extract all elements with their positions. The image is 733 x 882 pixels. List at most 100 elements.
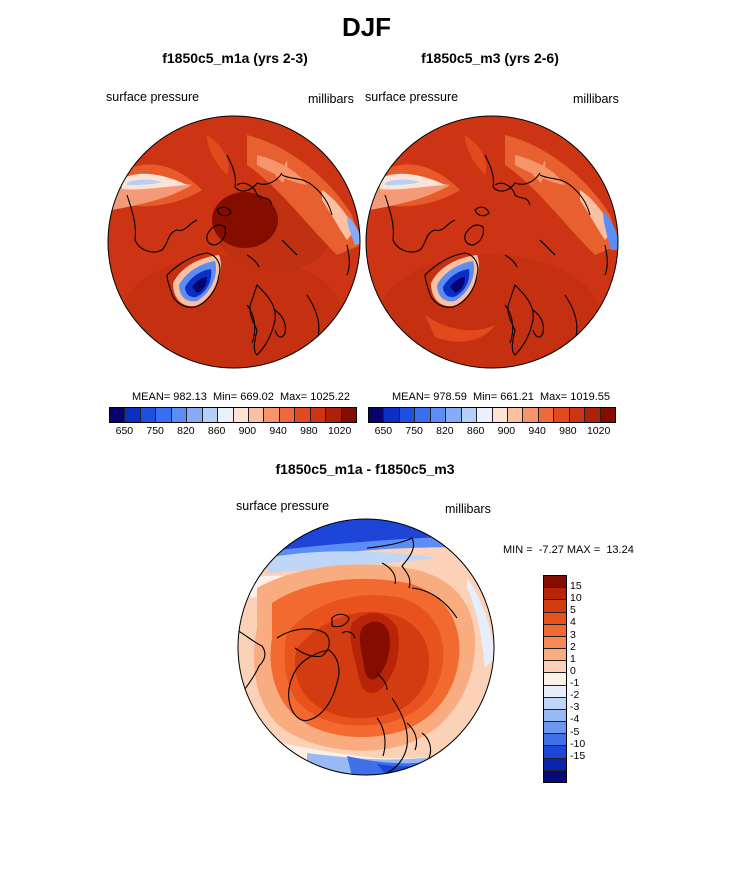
panel-1-colorbar (109, 407, 357, 423)
colorbar-tick-label: 0 (570, 664, 576, 677)
colorbar-swatch (279, 408, 296, 422)
colorbar-swatch (585, 408, 601, 422)
colorbar-swatch (446, 408, 462, 422)
panel-1-title: f1850c5_m1a (yrs 2-3) (162, 50, 308, 66)
panel-2-pressure-field (366, 116, 618, 368)
colorbar-swatch (248, 408, 265, 422)
panel-2-coastlines (384, 154, 608, 356)
colorbar-tick-label: 10 (570, 592, 582, 605)
diff-panel-variable-label: surface pressure (236, 499, 330, 513)
colorbar-swatch (110, 408, 126, 422)
colorbar-tick-label: 2 (570, 640, 576, 653)
colorbar-tick-label: 940 (269, 425, 287, 437)
panel-1-polar-map (107, 115, 361, 369)
panel-2-statistics: MEAN= 978.59 Min= 661.21 Max= 1019.55 (392, 391, 611, 403)
colorbar-swatch (544, 673, 566, 686)
colorbar-swatch (544, 746, 566, 759)
panel-2-colorbar-labels: 650 750 820 860 900 940 980 1020 (368, 425, 614, 439)
diff-panel-arctic-maximum (359, 621, 390, 680)
colorbar-swatch (569, 408, 586, 422)
colorbar-tick-label: -15 (570, 749, 586, 762)
colorbar-swatch (544, 600, 566, 613)
diff-colorbar (543, 575, 567, 783)
colorbar-swatch (544, 685, 566, 698)
colorbar-tick-label: 5 (570, 604, 576, 617)
panel-1-arctic-high (212, 192, 278, 248)
colorbar-swatch (544, 636, 566, 650)
panel-2-polar-map (365, 115, 619, 369)
colorbar-swatch (461, 408, 478, 422)
figure-title: DJF (341, 12, 392, 42)
diff-panel-units-label: millibars (445, 502, 491, 516)
panel-1-units-label: millibars (308, 92, 354, 106)
colorbar-swatch (544, 734, 566, 747)
colorbar-swatch (544, 758, 566, 771)
panel-1-colorbar-labels: 650 750 820 860 900 940 980 1020 (109, 425, 355, 439)
colorbar-swatch (187, 408, 203, 422)
colorbar-swatch (326, 408, 342, 422)
panel-1-statistics: MEAN= 982.13 Min= 669.02 Max= 1025.22 (132, 391, 351, 403)
colorbar-tick-label: -4 (570, 713, 580, 726)
colorbar-swatch (218, 408, 234, 422)
colorbar-swatch (264, 408, 280, 422)
colorbar-swatch (544, 661, 566, 674)
colorbar-tick-label: 3 (570, 628, 576, 641)
colorbar-tick-label: -10 (570, 737, 586, 750)
diff-panel-statistics: MIN = -7.27 MAX = 13.24 (503, 544, 634, 556)
colorbar-swatch (415, 408, 431, 422)
colorbar-tick-label: -1 (570, 677, 580, 690)
colorbar-swatch (523, 408, 539, 422)
colorbar-tick-label: 820 (436, 425, 454, 437)
panel-2-variable-label: surface pressure (365, 90, 459, 104)
colorbar-tick-label: 650 (374, 425, 393, 437)
colorbar-swatch (544, 697, 566, 710)
colorbar-swatch (507, 408, 524, 422)
colorbar-swatch (544, 624, 566, 637)
colorbar-swatch (399, 408, 416, 422)
colorbar-swatch (156, 408, 172, 422)
panel-1-pressure-field (108, 116, 360, 368)
colorbar-swatch (369, 408, 385, 422)
colorbar-tick-label: -5 (570, 725, 580, 738)
colorbar-swatch (477, 408, 493, 422)
diff-colorbar-labels: 15 10 5 4 3 2 1 0 -1 -2 -3 -4 -5 -10 -15 (570, 575, 610, 781)
colorbar-tick-label: 1 (570, 652, 576, 665)
panel-2-title: f1850c5_m3 (yrs 2-6) (421, 50, 559, 66)
colorbar-tick-label: 750 (146, 425, 164, 437)
colorbar-swatch (341, 408, 356, 422)
colorbar-tick-label: 820 (177, 425, 195, 437)
colorbar-tick-label: 900 (497, 425, 516, 437)
colorbar-tick-label: 860 (466, 425, 485, 437)
colorbar-tick-label: 900 (238, 425, 257, 437)
colorbar-swatch (544, 649, 566, 662)
colorbar-swatch (140, 408, 157, 422)
colorbar-swatch (430, 408, 447, 422)
colorbar-tick-label: 1020 (586, 425, 611, 437)
colorbar-swatch (233, 408, 249, 422)
colorbar-swatch (544, 612, 566, 625)
colorbar-tick-label: -3 (570, 701, 580, 714)
colorbar-tick-label: 860 (207, 425, 226, 437)
colorbar-swatch (544, 588, 566, 601)
colorbar-swatch (125, 408, 141, 422)
colorbar-swatch (600, 408, 615, 422)
colorbar-tick-label: 980 (559, 425, 577, 437)
colorbar-swatch (295, 408, 311, 422)
colorbar-swatch (544, 576, 566, 589)
colorbar-swatch (492, 408, 508, 422)
colorbar-tick-label: 750 (405, 425, 423, 437)
panel-2-units-label: millibars (573, 92, 619, 106)
colorbar-swatch (202, 408, 219, 422)
colorbar-swatch (544, 709, 566, 723)
panel-1-variable-label: surface pressure (106, 90, 200, 104)
colorbar-swatch (538, 408, 555, 422)
colorbar-swatch (310, 408, 327, 422)
colorbar-swatch (544, 722, 566, 735)
colorbar-swatch (171, 408, 188, 422)
panel-1-coastlines (126, 154, 350, 356)
colorbar-swatch (544, 770, 566, 782)
diff-panel-title: f1850c5_m1a - f1850c5_m3 (275, 461, 455, 477)
colorbar-swatch (384, 408, 400, 422)
colorbar-tick-label: 4 (570, 616, 576, 629)
colorbar-tick-label: 15 (570, 580, 582, 593)
